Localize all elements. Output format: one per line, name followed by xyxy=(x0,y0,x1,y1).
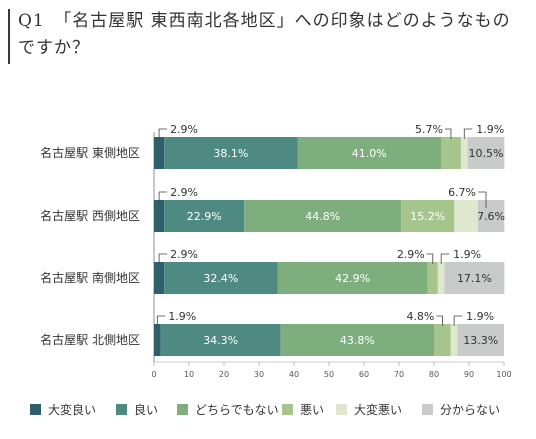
legend-label: 良い xyxy=(134,402,158,417)
legend-label: 大変良い xyxy=(48,402,96,417)
bar-segment-0 xyxy=(154,324,161,356)
data-label: 2.9% xyxy=(170,186,198,199)
data-label: 2.9% xyxy=(170,248,198,261)
bar-segment-1 xyxy=(164,262,278,294)
bar-segment-4 xyxy=(450,324,458,356)
data-label: 2.9% xyxy=(397,248,425,261)
data-label: 1.9% xyxy=(476,123,504,136)
bar-segment-0 xyxy=(154,137,165,169)
x-tick-label: 50 xyxy=(324,370,334,379)
legend-label: どちらでもない xyxy=(195,403,279,417)
data-label: 41.0% xyxy=(352,147,387,160)
legend-swatch-5 xyxy=(422,404,433,415)
data-label: 32.4% xyxy=(203,272,238,285)
legend-swatch-0 xyxy=(30,404,41,415)
bar-segment-2 xyxy=(277,262,428,294)
bar-segment-3 xyxy=(401,200,455,232)
data-label: 7.6% xyxy=(477,210,505,223)
bar-segment-3 xyxy=(441,137,461,169)
category-label: 名古屋駅 西側地区 xyxy=(40,208,140,223)
callout-line xyxy=(436,315,443,326)
callout-line xyxy=(440,253,450,264)
data-label: 10.5% xyxy=(468,147,503,160)
bar-segment-2 xyxy=(297,137,441,169)
bar-segment-4 xyxy=(454,200,478,232)
callout-line xyxy=(444,128,452,139)
bar-segment-2 xyxy=(280,324,434,356)
callout-line xyxy=(453,315,463,326)
bar-segment-5 xyxy=(444,262,505,294)
x-tick-label: 20 xyxy=(219,370,229,379)
category-label: 名古屋駅 東側地区 xyxy=(40,145,140,160)
data-label: 17.1% xyxy=(457,272,492,285)
data-label: 4.8% xyxy=(406,310,434,323)
data-label: 5.7% xyxy=(415,123,443,136)
legend-swatch-3 xyxy=(282,404,293,415)
data-label: 1.9% xyxy=(466,310,494,323)
bar-segment-5 xyxy=(477,200,505,232)
legend-swatch-4 xyxy=(336,404,347,415)
callout-line xyxy=(463,128,473,139)
callout-line xyxy=(158,253,168,264)
x-tick-label: 100 xyxy=(496,370,511,379)
chart-title: Q1 「名古屋駅 東西南北各地区」への印象はどのようなものですか？ xyxy=(18,11,511,58)
data-label: 6.7% xyxy=(448,186,476,199)
callout-line xyxy=(426,253,434,264)
bar-segment-2 xyxy=(244,200,402,232)
category-label: 名古屋駅 北側地区 xyxy=(40,332,140,347)
bar-segment-4 xyxy=(460,137,468,169)
x-tick-label: 10 xyxy=(184,370,194,379)
data-label: 1.9% xyxy=(168,310,196,323)
legend-label: 悪い xyxy=(300,403,324,417)
bar-segment-1 xyxy=(160,324,281,356)
data-label: 13.3% xyxy=(463,334,498,347)
bar-segment-0 xyxy=(154,262,165,294)
data-label: 43.8% xyxy=(340,334,375,347)
data-label: 34.3% xyxy=(203,334,238,347)
x-tick-label: 60 xyxy=(359,370,369,379)
bar-segment-4 xyxy=(437,262,445,294)
callout-line xyxy=(158,128,168,139)
data-label: 1.9% xyxy=(453,248,481,261)
x-tick-label: 70 xyxy=(394,370,404,379)
legend-swatch-1 xyxy=(116,404,127,415)
data-label: 38.1% xyxy=(213,147,248,160)
x-tick-label: 40 xyxy=(289,370,299,379)
callout-line xyxy=(156,315,166,326)
legend-swatch-2 xyxy=(177,404,188,415)
legend-label: 分からない xyxy=(440,403,500,417)
bar-segment-5 xyxy=(457,324,504,356)
x-tick-label: 80 xyxy=(429,370,439,379)
data-label: 44.8% xyxy=(305,210,340,223)
data-label: 15.2% xyxy=(410,210,445,223)
bar-segment-5 xyxy=(467,137,505,169)
bar-segment-3 xyxy=(434,324,451,356)
bar-segment-1 xyxy=(164,200,245,232)
bar-segment-1 xyxy=(164,137,298,169)
legend-label: 大変悪い xyxy=(354,402,402,417)
data-label: 42.9% xyxy=(335,272,370,285)
callout-line xyxy=(478,191,487,208)
x-tick-label: 0 xyxy=(151,370,156,379)
bar-segment-0 xyxy=(154,200,165,232)
title-accent-bar xyxy=(8,9,10,64)
data-label: 2.9% xyxy=(170,123,198,136)
bar-segment-3 xyxy=(427,262,438,294)
data-label: 22.9% xyxy=(187,210,222,223)
x-tick-label: 90 xyxy=(464,370,474,379)
x-tick-label: 30 xyxy=(254,370,264,379)
category-label: 名古屋駅 南側地区 xyxy=(40,270,140,285)
callout-line xyxy=(158,191,168,202)
